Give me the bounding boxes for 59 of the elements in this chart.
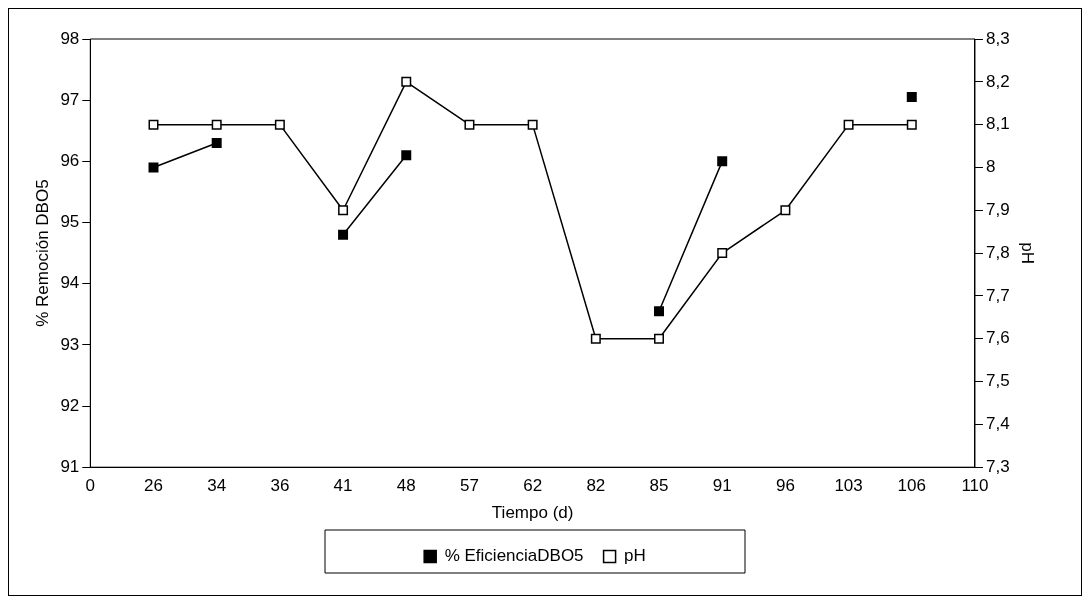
y-tick-label: 98 xyxy=(60,28,80,48)
y2-tick-label: 7,4 xyxy=(985,414,1010,434)
point xyxy=(211,138,222,148)
x-tick-label: 96 xyxy=(775,476,795,496)
point xyxy=(717,248,728,259)
x-tick-label: 48 xyxy=(396,476,416,496)
point xyxy=(338,205,349,216)
point xyxy=(654,306,665,317)
point xyxy=(338,229,349,240)
x-tick-label: 0 xyxy=(85,476,96,496)
legend-label: pH xyxy=(624,546,646,566)
y-tick-label: 97 xyxy=(60,89,80,109)
x-tick-label: 34 xyxy=(207,476,227,496)
point xyxy=(906,92,917,103)
x-tick-label: 36 xyxy=(270,476,290,496)
y2-tick-label: 7,7 xyxy=(985,285,1010,305)
legend-label: % EficienciaDBO5 xyxy=(444,546,584,566)
y-tick-label: 91 xyxy=(60,456,80,476)
y2-tick-label: 8,2 xyxy=(985,71,1010,91)
x-tick-label: 110 xyxy=(961,476,989,496)
point xyxy=(780,205,791,216)
x-axis-title: Tiempo (d) xyxy=(491,503,574,523)
x-tick-label: 103 xyxy=(834,476,863,496)
point xyxy=(401,76,412,87)
y2-tick-label: 7,5 xyxy=(985,371,1010,391)
y2-axis-title: pH xyxy=(1018,242,1038,264)
x-tick-label: 82 xyxy=(586,476,606,496)
x-tick-label: 91 xyxy=(712,476,732,496)
point xyxy=(148,162,159,173)
y2-tick-label: 8,3 xyxy=(985,28,1010,48)
y-tick-label: 94 xyxy=(60,273,80,293)
y2-tick-label: 7,9 xyxy=(985,199,1010,219)
x-tick-label: 106 xyxy=(897,476,926,496)
y2-tick-label: 7,6 xyxy=(985,328,1010,348)
x-tick-label: 62 xyxy=(523,476,543,496)
point xyxy=(464,119,475,130)
point xyxy=(148,119,159,130)
y-tick-label: 93 xyxy=(60,334,80,354)
y-tick-label: 96 xyxy=(60,151,80,171)
point xyxy=(401,150,412,161)
point xyxy=(906,119,917,130)
x-tick-label: 41 xyxy=(333,476,353,496)
point xyxy=(654,333,665,344)
point xyxy=(527,119,538,130)
x-tick-label: 26 xyxy=(144,476,163,496)
x-tick-label: 57 xyxy=(459,476,479,496)
y-tick-label: 92 xyxy=(60,395,80,415)
y-axis-title: % Remoción DBO5 xyxy=(32,179,52,327)
y2-tick-label: 7,3 xyxy=(985,456,1010,476)
x-tick-label: 85 xyxy=(649,476,669,496)
y2-tick-label: 8 xyxy=(985,157,996,177)
y-tick-label: 95 xyxy=(60,212,80,232)
y2-tick-label: 8,1 xyxy=(985,114,1010,134)
point xyxy=(211,119,222,130)
point xyxy=(590,333,601,344)
point xyxy=(717,156,728,167)
y2-tick-label: 7,8 xyxy=(985,242,1010,262)
point xyxy=(843,119,854,130)
point xyxy=(274,119,285,130)
